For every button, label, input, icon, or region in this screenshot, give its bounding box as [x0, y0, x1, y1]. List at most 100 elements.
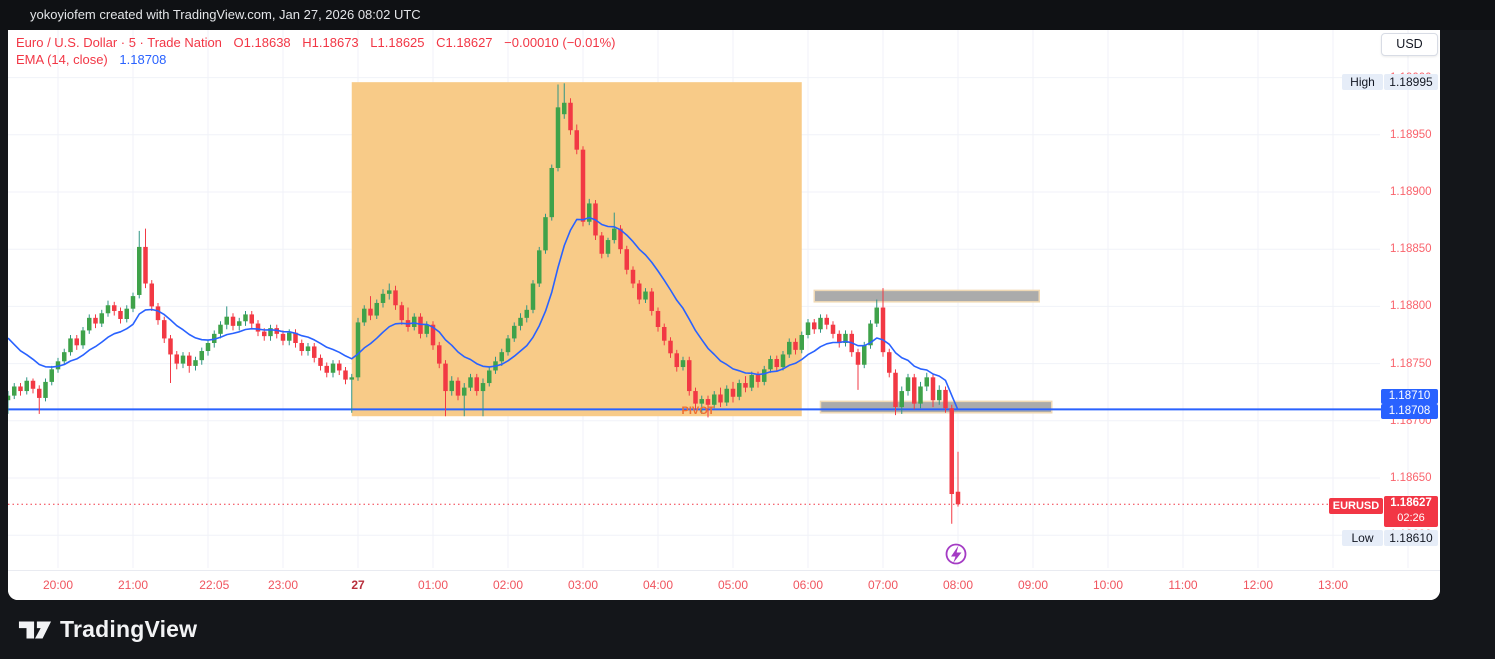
bar-countdown: 02:26	[1397, 512, 1425, 524]
candle	[705, 395, 711, 418]
candle	[637, 280, 642, 305]
candle	[499, 348, 504, 366]
candle	[187, 352, 192, 373]
candle	[680, 356, 686, 371]
candle	[480, 378, 486, 417]
time-axis-label: 05:00	[717, 578, 749, 592]
candle	[399, 301, 404, 325]
candle	[887, 348, 892, 378]
candle	[474, 373, 479, 396]
time-axis-label: 11:00	[1168, 578, 1198, 592]
candle	[124, 305, 129, 323]
time-axis-label: 08:00	[942, 578, 974, 592]
candle	[880, 288, 886, 357]
candle	[874, 299, 879, 327]
candle	[555, 84, 561, 172]
candle	[43, 378, 48, 402]
candle	[768, 355, 773, 373]
economic-event-icon[interactable]	[945, 543, 967, 565]
candle	[305, 343, 311, 356]
ema-line[interactable]	[8, 216, 959, 411]
candle	[830, 321, 836, 339]
candle	[562, 83, 567, 119]
time-axis-label: 21:00	[117, 578, 149, 592]
candle	[324, 362, 329, 378]
candle	[387, 283, 392, 300]
candle	[599, 232, 604, 259]
price-tick: 1.18900	[1390, 186, 1432, 198]
low-label-text: Low	[1342, 530, 1383, 546]
time-axis-label: 09:00	[1017, 578, 1049, 592]
time-axis-label: 07:00	[867, 578, 899, 592]
time-axis-label: 13:00	[1317, 578, 1349, 592]
candle	[905, 373, 911, 396]
pivot-price-label: 1.18710	[1381, 389, 1438, 404]
candle	[937, 385, 942, 405]
price-zone[interactable]	[813, 289, 1040, 303]
footer-bar: TradingView	[0, 600, 1495, 659]
candle	[624, 245, 629, 275]
time-axis[interactable]: 20:00 21:00 22:05 23:00 27 01:00 02:00 03:00 04:…	[8, 570, 1440, 600]
symbol-legend-row[interactable]: Euro / U.S. Dollar · 5 · Trade Nation O1…	[16, 35, 623, 50]
indicator-value: 1.18708	[119, 52, 167, 67]
candle	[362, 305, 367, 326]
candle	[380, 289, 386, 308]
price-zone[interactable]	[819, 400, 1053, 414]
symbol-price-tag: EURUSD	[1329, 498, 1383, 514]
candle	[712, 391, 717, 409]
candle	[449, 376, 454, 396]
candle	[649, 288, 654, 316]
candle	[330, 360, 336, 378]
candle	[687, 356, 692, 396]
brand-name[interactable]: TradingView	[60, 616, 198, 642]
candle	[805, 318, 811, 339]
candle	[724, 385, 729, 406]
time-axis-day-label: 27	[351, 578, 365, 592]
ohlc-close: C1.18627	[436, 35, 493, 50]
indicator-legend-row[interactable]: EMA (14, close) 1.18708	[16, 52, 623, 67]
candle	[274, 324, 279, 339]
candle	[12, 383, 17, 400]
session-low-label: Low 1.18610	[1342, 530, 1438, 546]
tradingview-logo-icon[interactable]	[18, 616, 52, 644]
candle	[237, 317, 242, 331]
candle	[737, 379, 742, 401]
candle	[693, 387, 698, 410]
candle	[530, 280, 536, 314]
candle	[655, 307, 661, 332]
candle	[512, 322, 517, 342]
candle	[24, 377, 29, 395]
high-label-text: High	[1342, 74, 1383, 90]
candle	[62, 348, 67, 365]
candle	[143, 228, 148, 289]
candle	[293, 329, 298, 348]
candle	[868, 320, 873, 349]
candle	[455, 377, 461, 401]
time-axis-label: 10:00	[1092, 578, 1124, 592]
price-tick: 1.18800	[1390, 300, 1432, 313]
indicator-label[interactable]: EMA (14, close)	[16, 52, 108, 67]
symbol-title[interactable]: Euro / U.S. Dollar · 5 · Trade Nation	[16, 35, 222, 50]
last-price-label[interactable]: 1.18627 02:26	[1384, 496, 1438, 527]
pivot-annotation: PIVOT	[681, 405, 714, 417]
price-tick: 1.18750	[1390, 357, 1432, 370]
candle	[318, 354, 323, 371]
candle	[205, 339, 211, 356]
session-high-label: High 1.18995	[1342, 74, 1438, 90]
candle	[55, 357, 61, 373]
currency-toggle-button[interactable]: USD	[1381, 33, 1438, 56]
candle	[130, 292, 136, 313]
candle	[149, 280, 154, 311]
candle	[218, 321, 223, 339]
candle	[412, 313, 417, 331]
price-scale[interactable]: 1.190001.189501.189001.188501.188001.187…	[1380, 30, 1440, 570]
candle	[674, 349, 679, 372]
plot-area[interactable]: PIVOT	[6, 30, 1438, 568]
candle	[793, 338, 798, 355]
time-axis-label: 04:00	[642, 578, 674, 592]
candle	[630, 266, 636, 289]
candle	[199, 347, 204, 365]
candle	[505, 335, 511, 356]
candle	[955, 451, 961, 507]
